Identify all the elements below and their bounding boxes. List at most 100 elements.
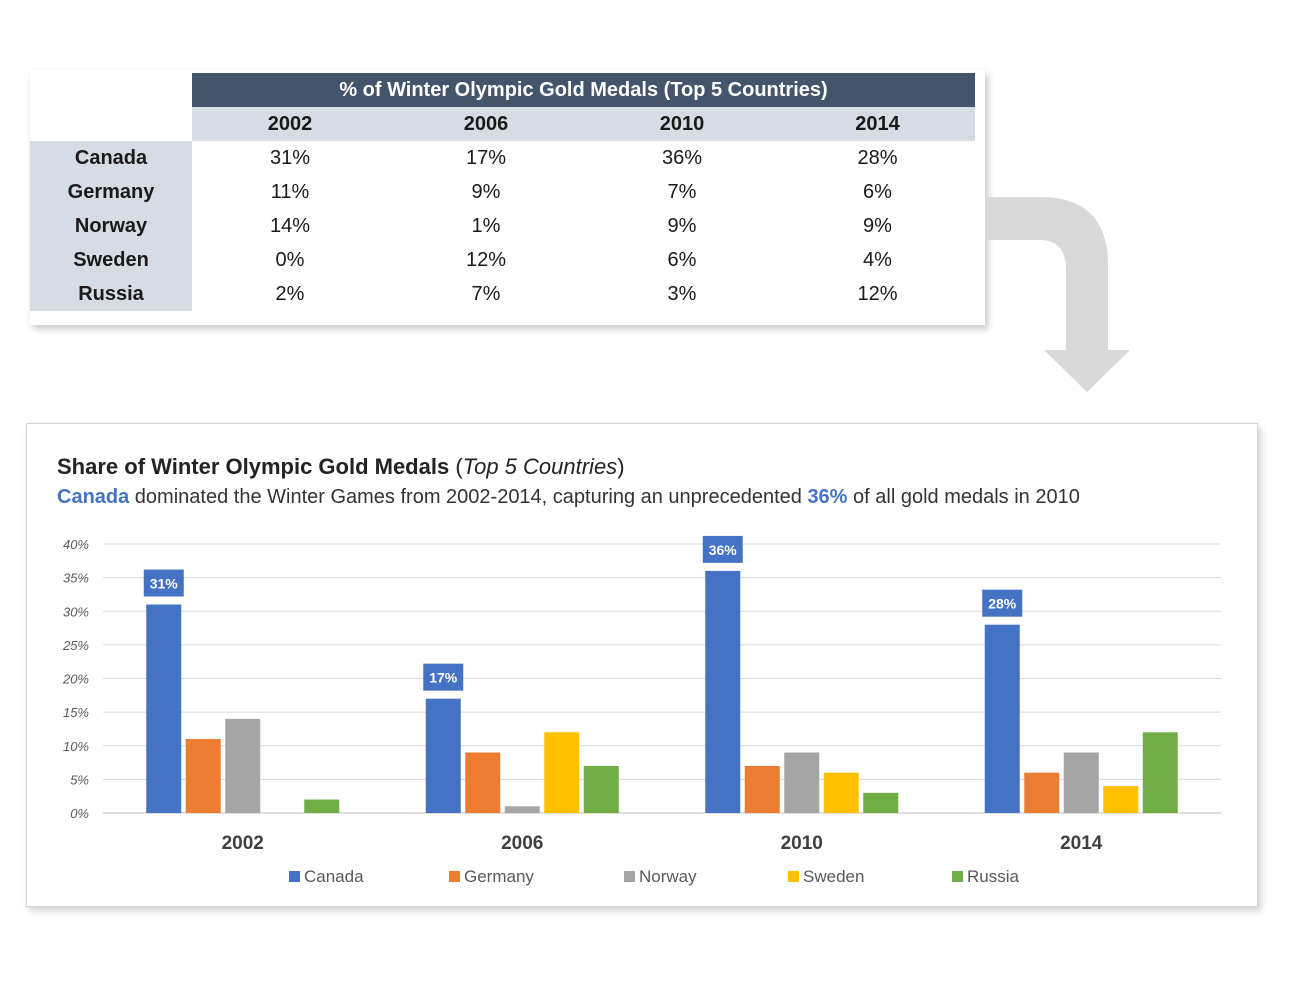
table-value: 6% (667, 248, 697, 271)
table-value: 9% (667, 214, 697, 237)
chart-title-sub: Top 5 Countries (462, 454, 618, 479)
y-tick-label: 25% (62, 638, 89, 653)
year-header: 2014 (780, 107, 975, 141)
bar-germany (744, 765, 780, 813)
country-label: Russia (30, 277, 192, 311)
table-value: 28% (857, 146, 898, 169)
corner-cell (30, 107, 192, 141)
chart-title: Share of Winter Olympic Gold Medals (Top… (57, 454, 625, 480)
legend-label: Germany (464, 867, 534, 886)
legend-label: Canada (304, 867, 364, 886)
x-category-label: 2002 (222, 833, 264, 854)
bar-sweden (1103, 786, 1139, 813)
bar-norway (784, 752, 820, 813)
caption-lead: Canada (57, 486, 130, 508)
table-value: 31% (269, 146, 311, 169)
bar-germany (185, 739, 221, 813)
bar-norway (504, 806, 540, 813)
table-value: 1% (471, 214, 501, 237)
data-label: 36% (709, 542, 738, 558)
y-tick-label: 10% (63, 739, 89, 754)
table-card: % of Winter Olympic Gold Medals (Top 5 C… (30, 70, 985, 325)
caption-value: 36% (807, 486, 848, 508)
y-tick-label: 0% (70, 806, 89, 821)
bar-russia (583, 765, 619, 813)
table-value: 2% (275, 282, 305, 305)
bar-canada (984, 624, 1020, 813)
legend-swatch (788, 871, 799, 882)
y-tick-label: 5% (70, 772, 89, 787)
legend-label: Sweden (803, 867, 864, 886)
corner-cell (30, 73, 192, 107)
table-row: Sweden 0% 12% 6% 4% (30, 243, 975, 277)
table-row: Russia 2% 7% 3% 12% (30, 277, 975, 311)
y-tick-label: 15% (63, 705, 89, 720)
country-label: Germany (30, 175, 192, 209)
bar-sweden (823, 772, 859, 813)
bar-chart: 0% 5% 10% 15% 20% 25% 30% 35% 40% 31% 2002 17% 2006 3… (62, 535, 1221, 886)
table-value: 7% (667, 180, 697, 203)
legend-label: Russia (967, 867, 1020, 886)
table-value: 9% (471, 180, 501, 203)
y-tick-label: 35% (63, 571, 89, 586)
country-label: Canada (30, 141, 192, 175)
flow-arrow-icon (985, 197, 1130, 392)
country-label: Sweden (30, 243, 192, 277)
year-header: 2006 (388, 107, 584, 141)
legend-swatch (952, 871, 963, 882)
table-row: Canada 31% 17% 36% 28% (30, 141, 975, 175)
chart-caption: Canada dominated the Winter Games from 2… (57, 486, 1080, 509)
y-tick-label: 40% (63, 537, 89, 552)
data-label-box (702, 535, 743, 563)
table-title: % of Winter Olympic Gold Medals (Top 5 C… (192, 73, 975, 107)
legend-swatch (449, 871, 460, 882)
table-value: 11% (270, 180, 310, 203)
legend-swatch (289, 871, 300, 882)
table-value: 4% (863, 248, 892, 271)
table-value: 12% (857, 282, 898, 305)
legend-label: Norway (639, 867, 697, 886)
table-value: 17% (465, 146, 507, 169)
bar-russia (863, 792, 899, 813)
data-label: 17% (429, 670, 458, 686)
chart-title-close: ) (617, 454, 625, 479)
table-row: Norway 14% 1% 9% 9% (30, 209, 975, 243)
table-value: 3% (667, 282, 697, 305)
table-value: 14% (269, 214, 311, 237)
data-label-box (982, 589, 1023, 617)
table-value: 6% (863, 180, 892, 203)
data-table: % of Winter Olympic Gold Medals (Top 5 C… (30, 73, 975, 311)
year-header: 2002 (192, 107, 388, 141)
bar-germany (1024, 772, 1060, 813)
x-category-label: 2006 (501, 833, 543, 854)
x-category-label: 2014 (1060, 833, 1103, 854)
caption-mid: dominated the Winter Games from 2002-201… (129, 486, 808, 508)
bar-russia (1142, 732, 1178, 813)
country-label: Norway (30, 209, 192, 243)
data-label-box (423, 663, 464, 691)
year-header: 2010 (584, 107, 780, 141)
table-value: 36% (661, 146, 703, 169)
data-label-box (143, 569, 184, 597)
data-label: 31% (150, 576, 179, 592)
bar-germany (465, 752, 501, 813)
table-value: 0% (275, 248, 305, 271)
bar-norway (225, 718, 261, 813)
bar-canada (425, 698, 461, 813)
caption-tail: of all gold medals in 2010 (847, 486, 1080, 508)
bar-sweden (544, 732, 580, 813)
data-label: 28% (988, 596, 1017, 612)
table-value: 7% (471, 282, 501, 305)
table-value: 9% (863, 214, 892, 237)
chart-title-main: Share of Winter Olympic Gold Medals (57, 454, 450, 479)
x-category-label: 2010 (781, 833, 823, 854)
table-row: Germany 11% 9% 7% 6% (30, 175, 975, 209)
bar-canada (146, 604, 182, 813)
chart-card: Share of Winter Olympic Gold Medals (Top… (26, 423, 1258, 907)
bar-norway (1063, 752, 1099, 813)
bar-canada (705, 570, 741, 813)
bar-russia (304, 799, 340, 813)
chart-title-open: ( (449, 454, 463, 479)
table-value: 12% (465, 248, 507, 271)
legend-swatch (624, 871, 635, 882)
